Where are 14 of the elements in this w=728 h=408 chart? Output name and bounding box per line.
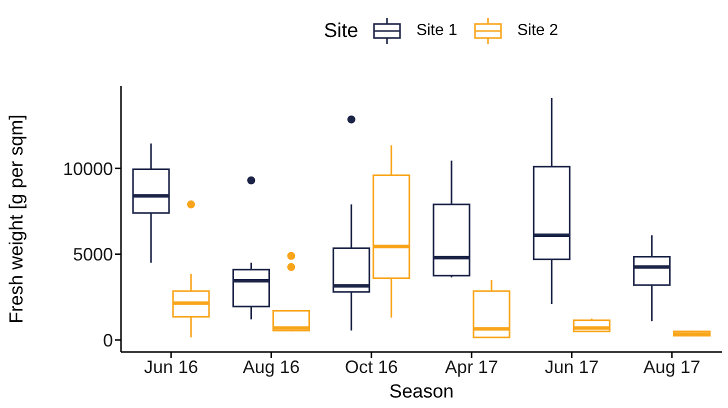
x-tick-label: Aug 17 — [643, 356, 700, 377]
legend-title: Site — [324, 20, 358, 42]
y-axis-title: Fresh weight [g per sqm] — [6, 114, 28, 324]
legend-label: Site 2 — [517, 22, 558, 40]
x-tick-label: Oct 16 — [344, 356, 398, 377]
x-tick-label: Jun 17 — [544, 356, 599, 377]
x-tick-label: Apr 17 — [445, 356, 498, 377]
y-tick-label: 0 — [102, 330, 113, 350]
x-tick-label: Aug 16 — [242, 356, 300, 377]
x-axis-title: Season — [389, 381, 454, 402]
y-tick-label: 10000 — [62, 158, 113, 179]
legend-label: Site 1 — [416, 22, 458, 40]
y-tick-label: 5000 — [72, 244, 113, 265]
x-tick-label: Jun 16 — [144, 356, 198, 377]
